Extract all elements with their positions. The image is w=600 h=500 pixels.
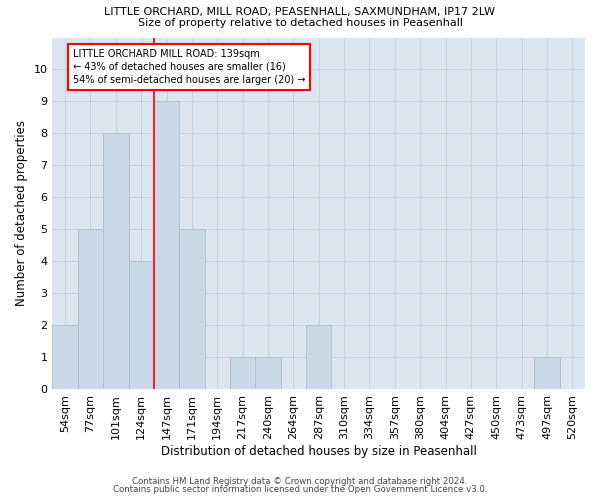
Bar: [103, 134, 128, 389]
Text: Size of property relative to detached houses in Peasenhall: Size of property relative to detached ho…: [137, 18, 463, 28]
Bar: [154, 102, 179, 389]
Text: LITTLE ORCHARD, MILL ROAD, PEASENHALL, SAXMUNDHAM, IP17 2LW: LITTLE ORCHARD, MILL ROAD, PEASENHALL, S…: [104, 8, 496, 18]
Bar: [52, 325, 78, 389]
Text: Contains HM Land Registry data © Crown copyright and database right 2024.: Contains HM Land Registry data © Crown c…: [132, 477, 468, 486]
Text: Contains public sector information licensed under the Open Government Licence v3: Contains public sector information licen…: [113, 484, 487, 494]
Bar: [230, 357, 256, 389]
Y-axis label: Number of detached properties: Number of detached properties: [15, 120, 28, 306]
Bar: [78, 229, 103, 389]
Bar: [306, 325, 331, 389]
X-axis label: Distribution of detached houses by size in Peasenhall: Distribution of detached houses by size …: [161, 444, 476, 458]
Bar: [534, 357, 560, 389]
Bar: [179, 229, 205, 389]
Bar: [256, 357, 281, 389]
Text: LITTLE ORCHARD MILL ROAD: 139sqm
← 43% of detached houses are smaller (16)
54% o: LITTLE ORCHARD MILL ROAD: 139sqm ← 43% o…: [73, 48, 305, 85]
Bar: [128, 261, 154, 389]
